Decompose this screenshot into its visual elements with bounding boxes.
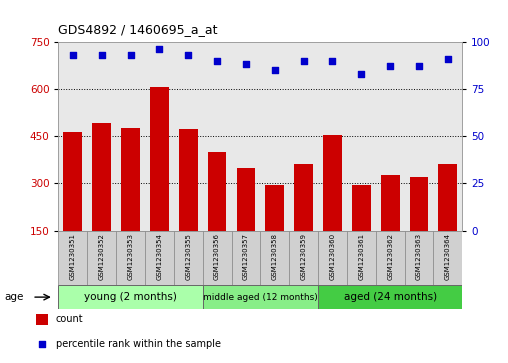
Bar bbox=[208, 152, 227, 231]
Text: age: age bbox=[5, 292, 24, 302]
Point bbox=[184, 52, 193, 58]
Text: GSM1230354: GSM1230354 bbox=[156, 233, 163, 280]
Bar bbox=[174, 231, 203, 285]
Point bbox=[444, 56, 452, 62]
Text: GSM1230355: GSM1230355 bbox=[185, 233, 191, 280]
Bar bbox=[145, 231, 174, 285]
Bar bbox=[318, 231, 347, 285]
Bar bbox=[150, 87, 169, 231]
Text: middle aged (12 months): middle aged (12 months) bbox=[203, 293, 318, 302]
Bar bbox=[203, 231, 232, 285]
Bar bbox=[58, 231, 87, 285]
Text: GSM1230364: GSM1230364 bbox=[445, 233, 451, 280]
Bar bbox=[404, 231, 433, 285]
Point bbox=[357, 71, 365, 77]
Text: GSM1230363: GSM1230363 bbox=[416, 233, 422, 280]
Point bbox=[328, 58, 336, 64]
Point bbox=[271, 67, 279, 73]
Text: GSM1230358: GSM1230358 bbox=[272, 233, 278, 280]
Point bbox=[213, 58, 221, 64]
Text: GSM1230351: GSM1230351 bbox=[70, 233, 76, 280]
Point bbox=[242, 61, 250, 67]
Text: GDS4892 / 1460695_a_at: GDS4892 / 1460695_a_at bbox=[58, 23, 218, 36]
Text: GSM1230352: GSM1230352 bbox=[99, 233, 105, 280]
Bar bbox=[237, 168, 256, 231]
Bar bbox=[116, 231, 145, 285]
Bar bbox=[294, 164, 313, 231]
Bar bbox=[261, 231, 289, 285]
Text: GSM1230353: GSM1230353 bbox=[128, 233, 134, 280]
Point bbox=[300, 58, 308, 64]
Point bbox=[155, 46, 164, 52]
Bar bbox=[203, 285, 318, 309]
Bar bbox=[318, 285, 462, 309]
Point bbox=[415, 64, 423, 69]
Bar bbox=[36, 314, 48, 325]
Text: count: count bbox=[56, 314, 83, 325]
Bar bbox=[352, 185, 371, 231]
Bar bbox=[409, 177, 428, 231]
Point bbox=[69, 52, 77, 58]
Bar bbox=[323, 135, 342, 231]
Bar bbox=[438, 164, 457, 231]
Text: GSM1230357: GSM1230357 bbox=[243, 233, 249, 280]
Bar bbox=[232, 231, 261, 285]
Bar bbox=[376, 231, 404, 285]
Text: GSM1230359: GSM1230359 bbox=[301, 233, 307, 280]
Bar bbox=[64, 132, 82, 231]
Text: young (2 months): young (2 months) bbox=[84, 292, 177, 302]
Bar bbox=[289, 231, 318, 285]
Text: GSM1230356: GSM1230356 bbox=[214, 233, 220, 280]
Point bbox=[98, 52, 106, 58]
Text: percentile rank within the sample: percentile rank within the sample bbox=[56, 339, 221, 348]
Bar bbox=[433, 231, 462, 285]
Text: GSM1230361: GSM1230361 bbox=[358, 233, 364, 280]
Bar bbox=[58, 285, 203, 309]
Text: aged (24 months): aged (24 months) bbox=[343, 292, 437, 302]
Point bbox=[126, 52, 135, 58]
Text: GSM1230362: GSM1230362 bbox=[387, 233, 393, 280]
Bar bbox=[87, 231, 116, 285]
Point bbox=[38, 341, 46, 347]
Bar bbox=[179, 129, 198, 231]
Bar bbox=[381, 175, 399, 231]
Point bbox=[386, 64, 394, 69]
Bar bbox=[347, 231, 376, 285]
Bar bbox=[92, 123, 111, 231]
Bar bbox=[121, 128, 140, 231]
Bar bbox=[265, 185, 284, 231]
Text: GSM1230360: GSM1230360 bbox=[330, 233, 335, 280]
